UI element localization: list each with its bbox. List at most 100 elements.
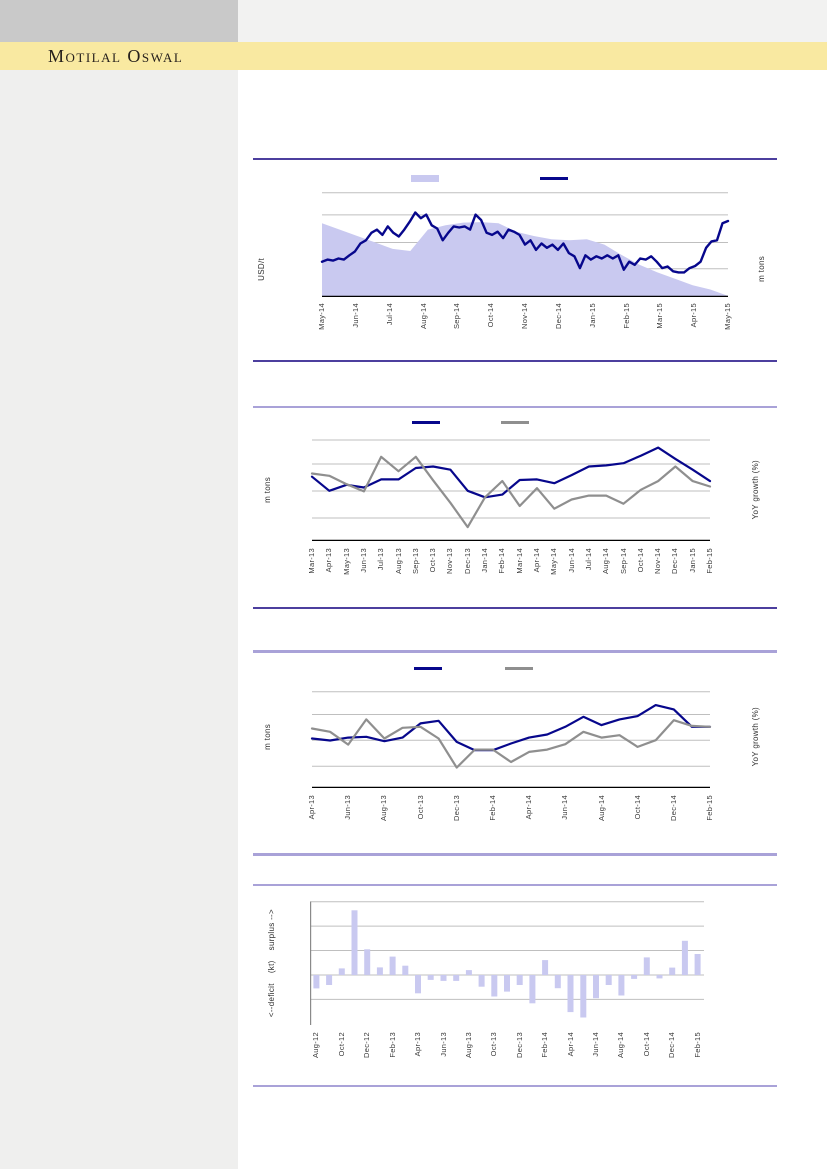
x-tick-label: Apr-13 [307,795,316,820]
x-axis-labels: May-14 Jun-14 Jul-14 Aug-14 Sep-14 Oct-14 Nov-… [317,300,732,356]
x-tick-label: Nov-14 [653,548,663,574]
y-axis-label-right: m tons [756,256,766,282]
x-tick-label: Oct-14 [486,303,496,328]
x-tick-label: Dec-14 [668,795,678,821]
x-tick-label: Dec-14 [670,548,680,574]
x-tick-label: Oct-13 [489,1032,499,1057]
x-tick-label: Jun-13 [438,1032,448,1057]
legend-line-swatch [412,421,440,424]
x-tick-label: Aug-14 [596,795,606,821]
x-tick-label: Jun-14 [350,303,360,328]
legend-item [414,667,448,670]
legend-item [411,175,445,182]
legend-item [412,421,446,424]
x-axis-labels: Aug-12 Oct-12 Dec-12 Feb-13 Apr-13 Jun-13 Aug-… [310,1029,704,1085]
x-tick-label: May-13 [341,548,351,575]
x-tick-label: Mar-14 [514,548,524,574]
x-tick-label: Mar-15 [655,303,665,329]
plot-area [310,691,712,789]
x-tick-label: Apr-13 [324,548,334,573]
x-tick-label: Apr-15 [689,303,699,328]
x-tick-label: Jun-14 [560,795,570,820]
legend-line-swatch [414,667,442,670]
x-axis-labels: Apr-13 Jun-13 Aug-13 Oct-13 Dec-13 Feb-14 Apr-… [307,792,714,850]
x-tick-label: Dec-14 [553,303,563,329]
section-divider [253,158,777,160]
x-tick-label: Oct-14 [641,1032,651,1057]
x-tick-label: Nov-14 [520,303,529,329]
x-tick-label: Feb-14 [497,548,507,574]
x-tick-label: Sep-13 [410,548,420,574]
x-tick-label: Dec-13 [462,548,472,574]
x-tick-label: Jan-14 [480,548,489,573]
x-tick-label: Jul-13 [376,548,386,571]
x-tick-label: Jan-15 [687,548,697,573]
x-tick-label: Apr-14 [565,1032,575,1057]
y-axis-label-right: YoY growth (%) [750,707,760,767]
x-tick-label: Oct-14 [632,795,642,820]
x-tick-label: May-14 [549,548,559,575]
section-divider [253,607,777,609]
header-top-strip [238,0,827,42]
x-tick-label: Apr-14 [524,795,534,820]
x-tick-label: Dec-12 [362,1032,372,1058]
x-tick-label: Sep-14 [618,548,628,574]
legend-area-swatch [411,175,439,182]
legend-line-swatch [540,177,568,180]
plot-area [320,192,730,298]
x-tick-label: Oct-13 [415,795,425,820]
x-tick-label: Jun-13 [358,548,368,573]
legend-line-swatch [501,421,529,424]
x-tick-label: Oct-12 [336,1032,346,1057]
x-tick-label: Dec-13 [451,795,461,821]
legend-item [501,421,535,424]
x-tick-label: Jul-14 [384,303,394,326]
brand-band: Motilal Oswal [0,42,827,70]
x-tick-label: Jan-15 [587,303,597,328]
x-tick-label: Oct-13 [428,548,438,573]
x-tick-label: Aug-14 [601,548,611,574]
x-tick-label: Aug-13 [379,795,389,821]
x-tick-label: Aug-13 [393,548,403,574]
y-axis-label-left: m tons [262,724,272,750]
legend-item [505,667,539,670]
x-tick-label: Jun-14 [591,1032,600,1057]
x-tick-label: Aug-12 [311,1032,321,1058]
y-axis-label-right: YoY growth (%) [750,460,760,520]
x-tick-label: Feb-15 [692,1032,702,1058]
legend-item [540,177,574,180]
x-tick-label: Jul-14 [583,548,593,571]
x-tick-label: May-15 [723,303,732,330]
x-tick-label: Nov-13 [445,548,455,574]
x-tick-label: Jun-14 [566,548,576,573]
header-corner-block [0,0,238,42]
x-tick-label: Feb-15 [705,548,714,574]
section-divider [253,360,777,362]
x-tick-label: Dec-14 [667,1032,677,1058]
sidebar-panel [0,70,238,1169]
x-tick-label: Feb-13 [387,1032,397,1058]
section-divider [253,1085,777,1087]
x-tick-label: Aug-14 [616,1032,626,1058]
x-tick-label: Jun-13 [343,795,353,820]
section-divider [253,650,777,653]
x-axis-labels: Mar-13 Apr-13 May-13 Jun-13 Jul-13 Aug-13 Sep-… [307,545,714,603]
x-tick-label: Feb-14 [487,795,497,821]
brand-logo-text: Motilal Oswal [48,46,184,66]
plot-area [310,439,712,542]
x-tick-label: Feb-15 [705,795,714,821]
x-tick-label: Aug-13 [463,1032,473,1058]
y-axis-label-left: m tons [262,477,272,503]
x-tick-label: May-14 [317,303,326,330]
x-tick-label: Feb-14 [540,1032,550,1058]
x-tick-label: Sep-14 [452,303,462,329]
x-tick-label: Mar-13 [307,548,316,574]
y-axis-label-left: USD/t [256,257,266,281]
x-tick-label: Apr-14 [532,548,541,573]
x-tick-label: Apr-13 [413,1032,422,1057]
x-tick-label: Feb-15 [621,303,631,329]
section-divider [253,853,777,856]
x-tick-label: Aug-14 [418,303,428,329]
